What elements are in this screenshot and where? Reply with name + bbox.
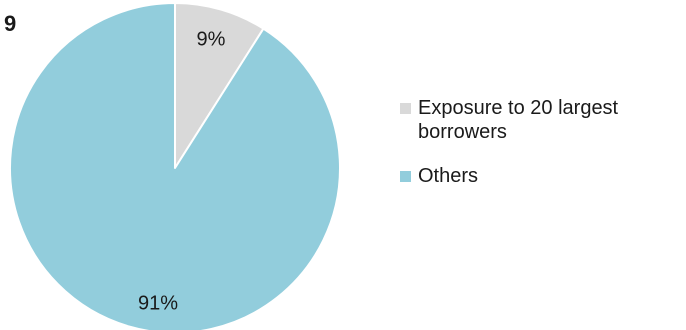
pie-slice-others <box>9 2 341 330</box>
legend-swatch-largest-borrowers <box>400 103 411 114</box>
legend-label-others: Others <box>418 165 479 187</box>
legend-swatch-others <box>400 171 411 182</box>
legend-item-largest-borrowers: Exposure to 20 largest borrowers <box>400 96 684 144</box>
data-label-others: 91% <box>138 292 178 314</box>
legend: Exposure to 20 largest borrowers Others <box>400 96 684 208</box>
pie-slice-largest-borrowers <box>174 2 265 169</box>
legend-label-largest-borrowers: Exposure to 20 largest borrowers <box>418 97 619 143</box>
data-label-largest-borrowers: 9% <box>197 28 226 50</box>
chart-heading-fragment: 9 <box>4 11 17 36</box>
legend-item-others: Others <box>400 164 684 188</box>
